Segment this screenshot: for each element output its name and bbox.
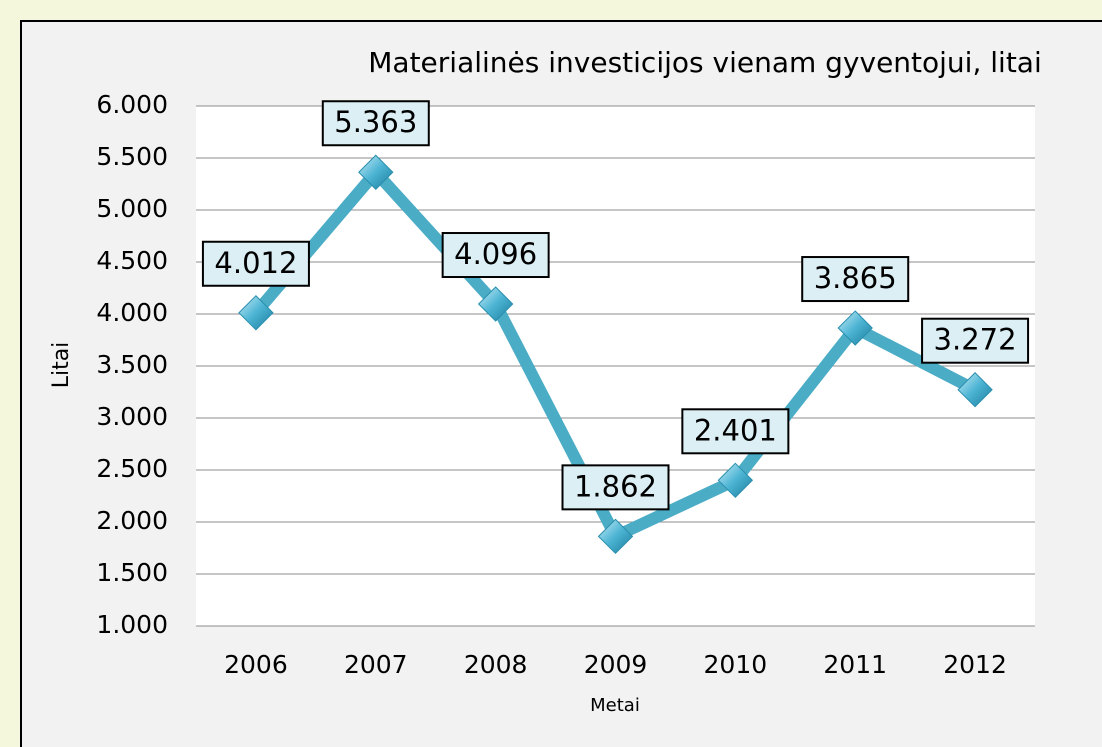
x-tick-label: 2011	[823, 650, 887, 679]
x-tick-label: 2007	[344, 650, 408, 679]
chart-title: Materialinės investicijos vienam gyvento…	[368, 46, 1041, 79]
x-tick-label: 2008	[464, 650, 528, 679]
value-label: 3.272	[934, 323, 1017, 357]
value-label-box	[801, 256, 910, 303]
y-tick-label: 1.500	[96, 558, 168, 587]
value-label-box	[201, 240, 310, 287]
value-label-box	[321, 100, 430, 147]
y-tick-label: 5.500	[96, 142, 168, 171]
y-axis-label: Litai	[49, 342, 74, 389]
value-label: 5.363	[334, 105, 417, 139]
value-label: 4.012	[214, 246, 297, 280]
marker	[477, 286, 514, 322]
y-tick-label: 2.500	[96, 454, 168, 483]
marker	[238, 295, 274, 331]
value-label: 4.096	[454, 237, 537, 271]
value-label-box	[441, 232, 550, 279]
value-label-box	[561, 464, 670, 511]
marker	[358, 154, 394, 190]
y-tick-label: 6.000	[96, 90, 168, 119]
y-tick-label: 1.000	[96, 610, 168, 639]
y-tick-label: 3.000	[96, 402, 168, 431]
y-tick-label: 3.500	[96, 350, 168, 379]
value-label: 2.401	[694, 413, 777, 447]
x-tick-label: 2006	[224, 650, 288, 679]
y-tick-label: 5.000	[96, 194, 168, 223]
x-axis-label: Metai	[590, 695, 640, 716]
value-label: 1.862	[574, 469, 657, 503]
y-tick-label: 2.000	[96, 506, 168, 535]
marker	[837, 310, 873, 346]
value-label: 3.865	[814, 261, 897, 295]
x-tick-label: 2010	[704, 650, 768, 679]
y-tick-label: 4.500	[96, 246, 168, 275]
x-tick-label: 2012	[943, 650, 1007, 679]
value-label-box	[681, 408, 790, 455]
marker	[717, 462, 754, 499]
marker	[957, 372, 993, 408]
marker	[597, 518, 634, 555]
y-tick-label: 4.000	[96, 298, 168, 327]
x-tick-label: 2009	[584, 650, 648, 679]
value-label-box	[921, 317, 1030, 364]
